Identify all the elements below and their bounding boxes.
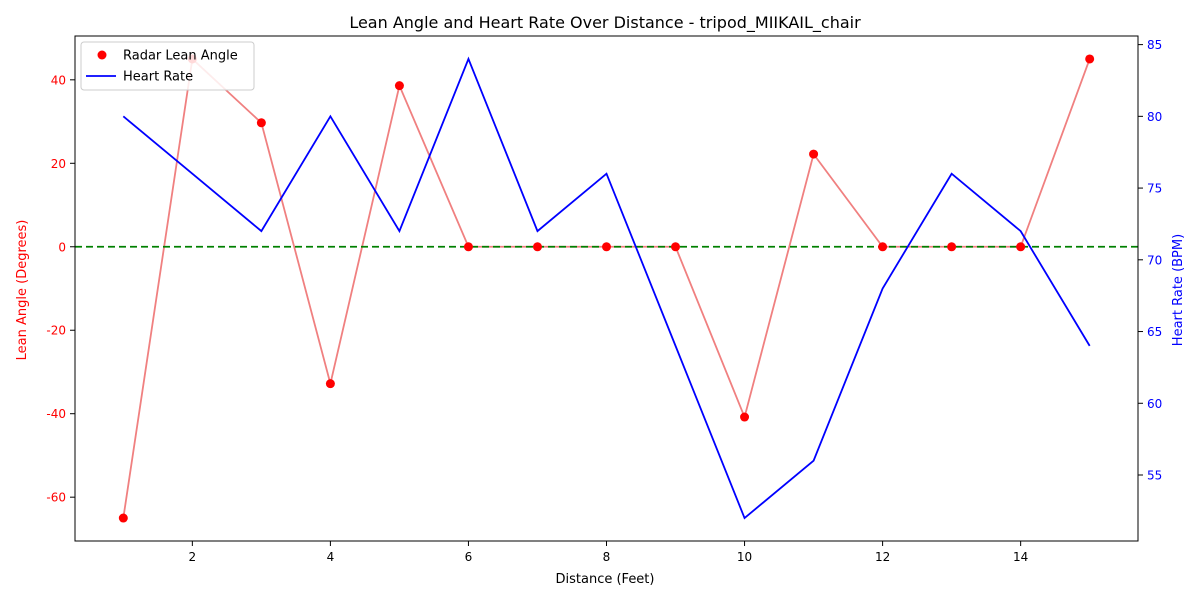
lean-angle-point: [325, 379, 335, 389]
lean-angle-point: [809, 149, 819, 159]
right-y-tick-label: 65: [1147, 325, 1162, 339]
right-y-tick-label: 55: [1147, 469, 1162, 483]
chart-title: Lean Angle and Heart Rate Over Distance …: [349, 13, 861, 33]
heart-rate-line: [122, 56, 1091, 520]
x-tick-label: 14: [1013, 550, 1028, 564]
legend: Radar Lean Angle Heart Rate: [80, 41, 255, 91]
left-y-tick-label: -60: [46, 491, 66, 505]
legend-lean-marker: [97, 50, 107, 60]
lean-angle-point: [878, 242, 888, 252]
left-y-tick-label: -20: [46, 324, 66, 338]
lean-angle-point: [532, 242, 542, 252]
left-y-tick-label: -40: [46, 407, 66, 421]
x-tick-label: 2: [189, 550, 197, 564]
legend-heart-rate-label: Heart Rate: [123, 70, 193, 85]
plot-area: 2 4 6 8 10 12 14 -60 -40 -20 0 20 40 55 60 65 70 75 80 85: [46, 35, 1162, 564]
right-y-tick-label: 60: [1147, 397, 1162, 411]
right-y-tick-label: 75: [1147, 182, 1162, 196]
left-y-tick-label: 40: [51, 73, 66, 87]
x-tick-label: 10: [737, 550, 752, 564]
lean-angle-point: [740, 412, 750, 422]
lean-angle-point: [463, 242, 473, 252]
x-tick-label: 4: [327, 550, 335, 564]
lean-angle-point: [1085, 54, 1095, 64]
lean-angle-point: [118, 513, 128, 523]
lean-angle-point: [256, 118, 266, 128]
right-y-tick-label: 70: [1147, 253, 1162, 267]
x-tick-label: 8: [603, 550, 611, 564]
legend-box: [80, 41, 255, 91]
lean-angle-point: [602, 242, 611, 252]
x-axis-label: Distance (Feet): [556, 572, 655, 587]
left-axis-label: Lean Angle (Degrees): [15, 220, 30, 361]
lean-angle-point: [947, 242, 957, 252]
right-y-tick-label: 85: [1147, 38, 1162, 52]
x-tick-label: 6: [465, 550, 473, 564]
lean-angle-point: [394, 81, 404, 91]
legend-lean-label: Radar Lean Angle: [123, 49, 238, 64]
right-axis-label: Heart Rate (BPM): [1171, 234, 1186, 346]
left-y-tick-label: 0: [58, 240, 66, 254]
lean-angle-point: [1016, 242, 1026, 252]
x-tick-label: 12: [875, 550, 890, 564]
left-y-tick-label: 20: [51, 157, 66, 171]
lean-angle-point: [671, 242, 681, 252]
right-y-tick-label: 80: [1147, 110, 1162, 124]
